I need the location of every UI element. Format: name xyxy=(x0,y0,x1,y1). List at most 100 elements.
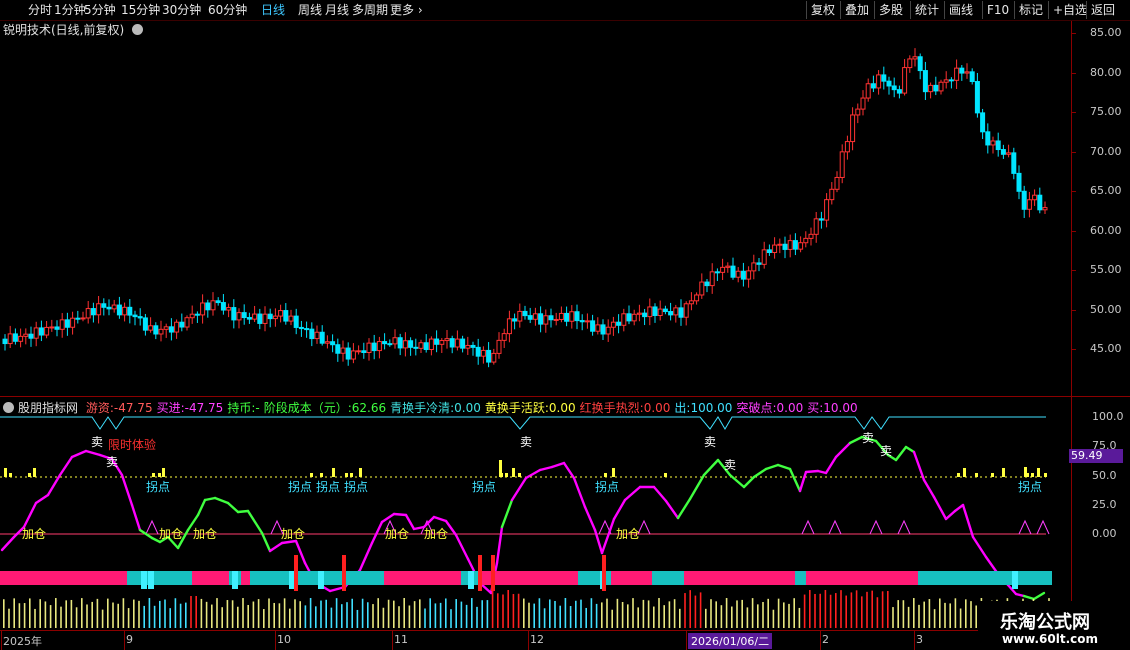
indicator-curve-segment xyxy=(246,509,264,535)
turnover-bar xyxy=(970,601,972,628)
tab-more[interactable]: 更多 › xyxy=(390,3,423,17)
indicator-curve-segment xyxy=(34,493,50,505)
multi-stock-button[interactable]: 多股 xyxy=(874,1,907,19)
candle-body xyxy=(106,306,112,310)
breakout-triangle xyxy=(420,519,434,535)
chevron-down-icon[interactable] xyxy=(132,24,144,35)
price-tick-mark xyxy=(1071,270,1076,271)
tab-1min[interactable]: 1分钟 xyxy=(54,3,86,17)
indicator-curve-segment xyxy=(0,535,16,552)
activity-bar xyxy=(158,473,161,477)
overlay-button[interactable]: 叠加 xyxy=(840,1,873,19)
candle-body xyxy=(402,340,408,349)
turnover-bar xyxy=(793,598,795,628)
f10-button[interactable]: F10 xyxy=(982,1,1013,19)
indicator-menu-icon[interactable] xyxy=(3,402,14,413)
candle-body xyxy=(569,311,575,322)
turnover-bar xyxy=(122,598,125,628)
candle-body xyxy=(668,311,674,316)
candle-body xyxy=(122,306,128,316)
tab-daily[interactable]: 日线 xyxy=(261,3,286,17)
tab-monthly[interactable]: 月线 xyxy=(325,3,350,17)
indicator-chart[interactable]: 卖卖卖卖卖 卖卖限时体验拐点 拐点 拐点 拐点 拐点 拐点 拐点加仓 加仓 加仓 加仓 加仓 加仓 加仓 xyxy=(0,415,1070,629)
tab-15min[interactable]: 15分钟 xyxy=(121,3,161,17)
main-bottom-border xyxy=(0,396,1130,397)
indicator-curve-segment xyxy=(798,470,808,493)
turnover-bar xyxy=(346,602,348,628)
candlestick-chart[interactable] xyxy=(0,21,1070,396)
stats-button[interactable]: 统计 xyxy=(910,1,943,19)
turnover-bar xyxy=(325,599,327,628)
candle-body xyxy=(527,315,533,320)
indicator-curve-segment xyxy=(444,519,458,537)
turnover-bar xyxy=(330,607,333,628)
candle-body xyxy=(304,328,310,331)
candle-body xyxy=(595,324,601,332)
indicator-item-label: 阶段成本（元）: xyxy=(263,401,352,415)
tab-multi-period[interactable]: 多周期 xyxy=(352,3,389,17)
indicator-curve-segment xyxy=(196,498,207,517)
candle-body xyxy=(912,56,918,60)
candle-body xyxy=(220,302,226,311)
candle-body xyxy=(189,313,195,319)
activity-bar xyxy=(162,468,165,477)
activity-bar xyxy=(28,473,31,477)
candle-body xyxy=(704,281,710,287)
indicator-curve-segment xyxy=(664,499,680,520)
indicator-curve-segment xyxy=(816,469,828,475)
turnover-bar xyxy=(294,599,296,628)
indicator-item: 黄换手活跃:0.00 xyxy=(485,401,576,415)
indicator-curve-segment xyxy=(510,476,528,502)
breakout-triangle xyxy=(897,519,911,535)
candle-body xyxy=(621,313,627,326)
draw-button[interactable]: 画线 xyxy=(944,1,977,19)
turnover-bar xyxy=(959,608,962,628)
turnover-bar xyxy=(845,595,847,628)
mark-button[interactable]: 标记 xyxy=(1014,1,1047,19)
tab-30min[interactable]: 30分钟 xyxy=(162,3,202,17)
indicator-curve-segment xyxy=(894,445,908,462)
turnover-bar xyxy=(13,598,15,628)
turnover-bar xyxy=(86,604,88,628)
tab-5min[interactable]: 5分钟 xyxy=(84,3,116,17)
tab-intraday[interactable]: 分时 xyxy=(28,3,53,17)
candle-body xyxy=(928,84,934,93)
indicator-curve-segment xyxy=(176,528,190,550)
candle-body xyxy=(543,315,549,325)
candle-body xyxy=(444,338,450,342)
candle-body xyxy=(28,333,34,339)
turnover-bar xyxy=(393,600,395,628)
add-position-label: 加仓 xyxy=(385,527,409,541)
activity-bar xyxy=(518,473,521,477)
turnover-bar xyxy=(247,604,249,628)
candle-body xyxy=(590,320,596,332)
turnover-bar xyxy=(403,598,405,628)
activity-bar xyxy=(4,468,7,477)
indicator-item-label: 突破点: xyxy=(736,401,777,415)
turnover-bar xyxy=(642,599,645,628)
band-spike-cyan xyxy=(148,571,154,589)
back-button[interactable]: 返回 xyxy=(1086,1,1119,19)
tab-weekly[interactable]: 周线 xyxy=(298,3,323,17)
indicator-curve-segment xyxy=(236,509,250,514)
turnover-bar xyxy=(835,593,837,628)
indicator-curve-segment xyxy=(562,461,576,480)
candle-body xyxy=(839,151,845,178)
turnover-bar xyxy=(133,599,135,628)
candle-body xyxy=(376,341,382,352)
candle-body xyxy=(127,306,133,316)
indicator-curve-segment xyxy=(953,503,965,513)
turnover-bar xyxy=(876,597,879,628)
candle-body xyxy=(792,240,798,250)
candle-body xyxy=(642,312,648,318)
add-watchlist-button[interactable]: +自选 xyxy=(1048,1,1091,19)
turnover-bar xyxy=(315,606,317,628)
turnover-bar xyxy=(252,601,255,628)
candle-body xyxy=(252,313,258,320)
tab-60min[interactable]: 60分钟 xyxy=(208,3,248,17)
candle-body xyxy=(408,340,414,348)
turnover-bar xyxy=(226,600,229,628)
turn-point-label: 拐点 xyxy=(316,479,340,494)
candle-body xyxy=(699,281,705,296)
fuquan-button[interactable]: 复权 xyxy=(806,1,839,19)
